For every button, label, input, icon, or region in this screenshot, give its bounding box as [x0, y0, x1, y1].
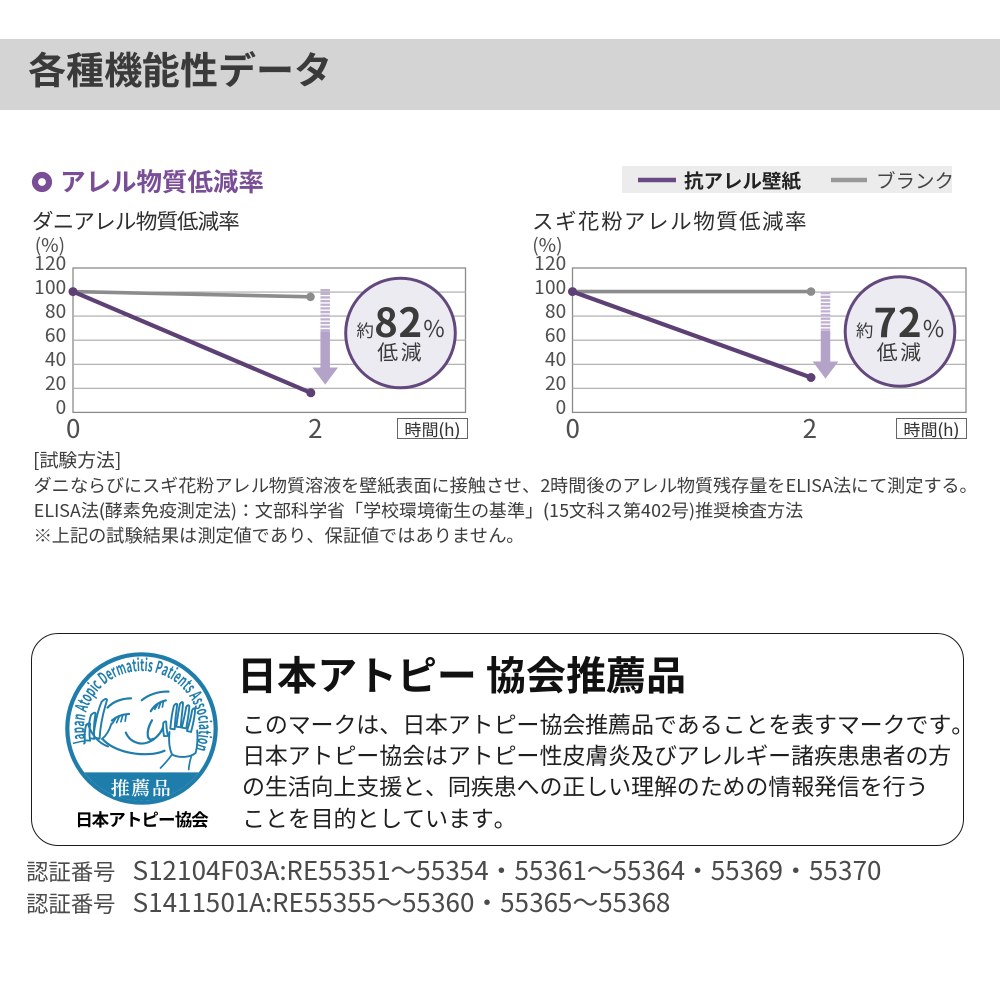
svg-text:t: t: [140, 652, 145, 677]
svg-text:c: c: [192, 712, 217, 722]
svg-text:s: s: [146, 653, 154, 678]
svg-text:t: t: [131, 652, 139, 677]
svg-text:推薦品: 推薦品: [111, 774, 173, 801]
svg-text:i: i: [136, 652, 140, 677]
svg-text:a: a: [66, 719, 91, 727]
svg-text:i: i: [192, 733, 217, 739]
svg-text:J: J: [67, 737, 92, 748]
svg-text:a: a: [193, 723, 218, 729]
svg-text:a: a: [124, 653, 135, 678]
svg-text:p: p: [66, 726, 91, 733]
svg-text:t: t: [193, 729, 218, 735]
svg-text:o: o: [191, 735, 216, 746]
svg-text:n: n: [66, 711, 91, 722]
svg-text:a: a: [66, 732, 91, 741]
svg-text:i: i: [192, 719, 217, 724]
svg-text:i: i: [144, 652, 149, 677]
